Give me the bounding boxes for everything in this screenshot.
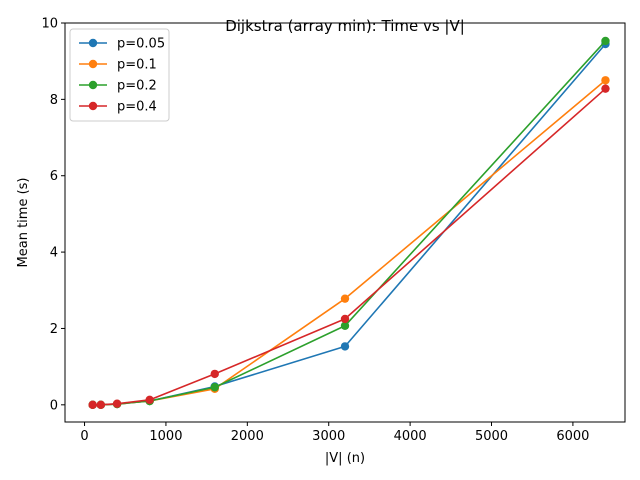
y-tick-label: 8 (50, 93, 58, 108)
y-tick-label: 10 (41, 17, 58, 32)
data-point (210, 369, 219, 379)
y-tick-label: 4 (50, 246, 58, 261)
legend-swatch-marker (88, 80, 98, 90)
x-tick-label: 0 (80, 429, 88, 444)
series-line (91, 40, 607, 406)
y-tick-label: 2 (50, 322, 58, 337)
x-tick-label: 5000 (475, 429, 508, 444)
x-tick-label: 2000 (231, 429, 264, 444)
axes: 0 1000 2000 3000 4000 5000 6000 0 2 4 6 8 10 (41, 17, 626, 444)
y-tick-label: 6 (50, 169, 58, 184)
data-point (340, 321, 350, 330)
x-tick-label: 3000 (312, 429, 345, 444)
legend-label: p=0.1 (117, 58, 157, 73)
data-point (340, 294, 350, 303)
y-tick-label: 0 (50, 398, 58, 413)
legend-swatch-marker (88, 38, 98, 48)
x-tick-label: 1000 (149, 429, 182, 444)
plot-frame (64, 22, 626, 423)
series-line (91, 87, 607, 406)
legend-label: p=0.2 (117, 79, 157, 94)
series-p-0-4 (88, 84, 610, 410)
data-point (340, 314, 350, 324)
data-point (88, 400, 97, 410)
legend-label: p=0.05 (117, 37, 165, 52)
x-tick-label: 4000 (394, 429, 427, 444)
y-axis-title: Mean time (s) (16, 178, 31, 268)
series-line (91, 43, 607, 406)
x-tick-label: 6000 (556, 429, 589, 444)
data-point (601, 84, 610, 93)
chart-title: Dijkstra (array min): Time vs |V| (225, 17, 465, 35)
plot-area (88, 36, 610, 410)
data-point (145, 395, 154, 405)
data-point (112, 399, 122, 408)
x-axis-title: |V| (n) (325, 451, 365, 466)
legend-swatch-marker (88, 101, 98, 111)
legend-swatch-marker (88, 59, 98, 69)
data-point (96, 400, 106, 410)
series-line (91, 79, 607, 406)
data-point (210, 383, 219, 392)
data-point (601, 76, 610, 85)
legend-box (69, 28, 170, 122)
legend: p=0.05 p=0.1 p=0.2 p=0.4 (69, 28, 170, 122)
legend-label: p=0.4 (117, 100, 157, 115)
data-point (601, 36, 610, 46)
series-p-0-1 (88, 76, 610, 410)
data-point (340, 342, 350, 351)
